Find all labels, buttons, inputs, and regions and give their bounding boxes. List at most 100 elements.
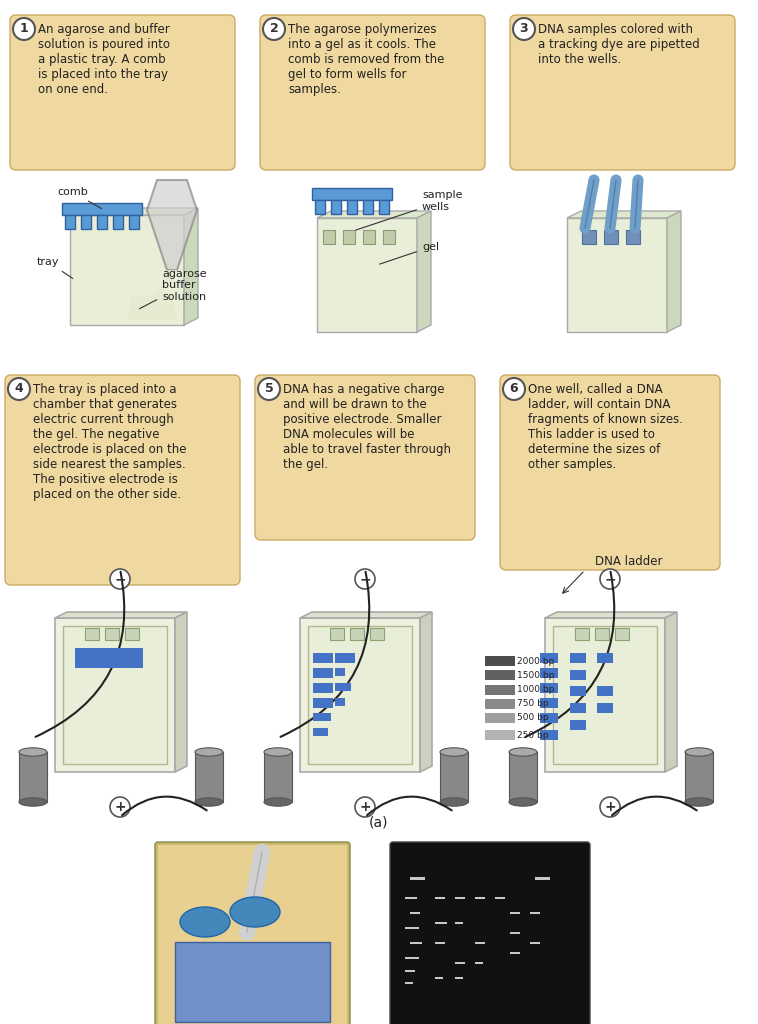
Polygon shape bbox=[475, 942, 485, 944]
Text: 1: 1 bbox=[20, 23, 28, 36]
Polygon shape bbox=[597, 686, 613, 696]
Ellipse shape bbox=[685, 798, 713, 806]
Polygon shape bbox=[485, 713, 515, 723]
Polygon shape bbox=[570, 686, 586, 696]
Polygon shape bbox=[485, 656, 515, 666]
Text: −: − bbox=[359, 572, 371, 586]
Polygon shape bbox=[158, 845, 347, 1024]
Polygon shape bbox=[127, 295, 177, 319]
FancyBboxPatch shape bbox=[10, 15, 235, 170]
Text: 1000 bp: 1000 bp bbox=[517, 685, 554, 694]
Polygon shape bbox=[530, 942, 540, 944]
Polygon shape bbox=[685, 752, 713, 802]
Text: 250 bp: 250 bp bbox=[517, 730, 549, 739]
FancyBboxPatch shape bbox=[255, 375, 475, 540]
Polygon shape bbox=[455, 977, 463, 979]
Polygon shape bbox=[485, 670, 515, 680]
Text: The agarose polymerizes
into a gel as it cools. The
comb is removed from the
gel: The agarose polymerizes into a gel as it… bbox=[288, 23, 444, 96]
Text: 2: 2 bbox=[270, 23, 278, 36]
Polygon shape bbox=[440, 752, 468, 802]
Polygon shape bbox=[55, 612, 187, 618]
Text: +: + bbox=[359, 800, 371, 814]
Polygon shape bbox=[335, 698, 345, 706]
Text: 1500 bp: 1500 bp bbox=[517, 671, 554, 680]
Text: 5: 5 bbox=[265, 383, 274, 395]
Polygon shape bbox=[313, 668, 333, 678]
Polygon shape bbox=[545, 612, 677, 618]
FancyBboxPatch shape bbox=[5, 375, 240, 585]
Ellipse shape bbox=[509, 798, 537, 806]
Polygon shape bbox=[147, 180, 197, 270]
Ellipse shape bbox=[19, 798, 47, 806]
Polygon shape bbox=[393, 845, 587, 1024]
Ellipse shape bbox=[19, 748, 47, 756]
Text: gel: gel bbox=[380, 242, 439, 264]
Polygon shape bbox=[597, 653, 613, 663]
Ellipse shape bbox=[440, 798, 468, 806]
Polygon shape bbox=[313, 728, 328, 736]
Polygon shape bbox=[455, 897, 465, 899]
Text: agarose
buffer
solution: agarose buffer solution bbox=[139, 268, 207, 308]
Polygon shape bbox=[405, 970, 415, 972]
Ellipse shape bbox=[230, 897, 280, 927]
Polygon shape bbox=[313, 683, 333, 693]
Circle shape bbox=[110, 797, 130, 817]
Polygon shape bbox=[667, 211, 681, 332]
Polygon shape bbox=[455, 922, 463, 924]
Polygon shape bbox=[370, 628, 384, 640]
Polygon shape bbox=[410, 912, 420, 914]
Ellipse shape bbox=[440, 748, 468, 756]
Polygon shape bbox=[317, 211, 431, 218]
Text: DNA samples colored with
a tracking dye are pipetted
into the wells.: DNA samples colored with a tracking dye … bbox=[538, 23, 700, 66]
Circle shape bbox=[355, 797, 375, 817]
Polygon shape bbox=[81, 215, 91, 229]
Polygon shape bbox=[65, 215, 75, 229]
Polygon shape bbox=[175, 942, 330, 1022]
Polygon shape bbox=[312, 188, 392, 200]
Ellipse shape bbox=[180, 907, 230, 937]
Polygon shape bbox=[405, 897, 417, 899]
Polygon shape bbox=[19, 752, 47, 802]
Polygon shape bbox=[175, 612, 187, 772]
Polygon shape bbox=[63, 626, 167, 764]
Polygon shape bbox=[195, 752, 223, 802]
Polygon shape bbox=[582, 230, 596, 244]
Polygon shape bbox=[313, 698, 333, 708]
Circle shape bbox=[263, 18, 285, 40]
Polygon shape bbox=[455, 962, 465, 964]
Text: −: − bbox=[604, 572, 615, 586]
Polygon shape bbox=[540, 698, 558, 708]
Ellipse shape bbox=[264, 748, 292, 756]
Text: comb: comb bbox=[57, 187, 102, 209]
Polygon shape bbox=[129, 215, 139, 229]
Polygon shape bbox=[567, 211, 681, 218]
Polygon shape bbox=[350, 628, 364, 640]
Text: tray: tray bbox=[37, 257, 73, 279]
Circle shape bbox=[258, 378, 280, 400]
Ellipse shape bbox=[195, 748, 223, 756]
Polygon shape bbox=[70, 215, 184, 325]
Polygon shape bbox=[420, 612, 432, 772]
Text: 3: 3 bbox=[520, 23, 528, 36]
Polygon shape bbox=[125, 628, 139, 640]
Text: 4: 4 bbox=[14, 383, 23, 395]
Polygon shape bbox=[540, 730, 558, 740]
Polygon shape bbox=[119, 648, 143, 668]
Polygon shape bbox=[570, 653, 586, 663]
Polygon shape bbox=[475, 962, 483, 964]
Polygon shape bbox=[604, 230, 618, 244]
Ellipse shape bbox=[509, 748, 537, 756]
Circle shape bbox=[8, 378, 30, 400]
Polygon shape bbox=[405, 927, 419, 929]
Text: 6: 6 bbox=[509, 383, 518, 395]
FancyBboxPatch shape bbox=[390, 842, 590, 1024]
Polygon shape bbox=[665, 612, 677, 772]
Polygon shape bbox=[510, 912, 520, 914]
Polygon shape bbox=[570, 670, 586, 680]
Polygon shape bbox=[313, 713, 331, 721]
Text: 750 bp: 750 bp bbox=[517, 699, 549, 709]
Circle shape bbox=[600, 569, 620, 589]
Polygon shape bbox=[343, 230, 355, 244]
Polygon shape bbox=[97, 648, 121, 668]
Polygon shape bbox=[405, 957, 419, 959]
